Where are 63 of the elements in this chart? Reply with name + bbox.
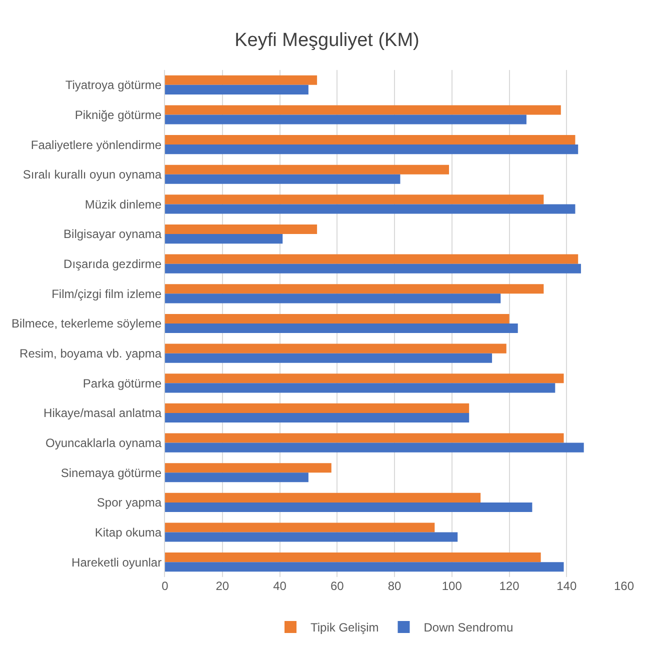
bar bbox=[165, 294, 501, 304]
bar bbox=[165, 234, 283, 244]
bar bbox=[165, 522, 435, 532]
x-tick-label: 100 bbox=[442, 579, 462, 593]
bar bbox=[165, 562, 564, 572]
bar bbox=[165, 492, 481, 502]
y-tick-label: Pikniğe götürme bbox=[74, 108, 162, 122]
bar bbox=[165, 224, 318, 234]
bar bbox=[165, 254, 578, 264]
y-tick-label: Bilmece, tekerleme söyleme bbox=[12, 316, 162, 331]
bar bbox=[165, 532, 458, 542]
bar bbox=[165, 552, 541, 562]
bar bbox=[165, 284, 544, 294]
bar bbox=[165, 194, 544, 204]
x-tick-label: 120 bbox=[499, 579, 520, 593]
x-tick-label: 0 bbox=[162, 579, 169, 593]
bar bbox=[165, 344, 506, 354]
bar bbox=[165, 114, 526, 124]
bar bbox=[165, 353, 492, 363]
x-tick-label: 40 bbox=[273, 579, 287, 593]
bar bbox=[165, 144, 578, 154]
y-tick-label: Dışarıda gezdirme bbox=[64, 257, 162, 272]
x-tick-label: 60 bbox=[330, 579, 344, 593]
bar bbox=[165, 472, 308, 482]
bar bbox=[165, 502, 532, 512]
bar bbox=[165, 105, 561, 115]
bar bbox=[165, 75, 318, 85]
bar bbox=[165, 412, 470, 423]
y-tick-label: Hikaye/masal anlatma bbox=[44, 406, 162, 420]
y-tick-label: Hareketli oyunlar bbox=[72, 555, 162, 570]
legend-label: Down Sendromu bbox=[424, 620, 514, 635]
y-tick-label: Parka götürme bbox=[82, 376, 162, 390]
bar bbox=[165, 135, 576, 145]
y-tick-label: Film/çizgi film izleme bbox=[52, 286, 162, 301]
y-tick-label: Sıralı kurallı oyun oynama bbox=[22, 168, 162, 182]
y-tick-label: Müzik dinleme bbox=[84, 197, 162, 212]
bar bbox=[165, 403, 470, 413]
x-tick-label: 160 bbox=[614, 579, 634, 593]
bar bbox=[165, 314, 510, 324]
y-tick-label: Kitap okuma bbox=[94, 525, 162, 540]
chart-title: Keyfi Meşguliyet (KM) bbox=[234, 30, 420, 51]
y-tick-label: Faaliyetlere yönlendirme bbox=[30, 138, 162, 152]
x-tick-label: 20 bbox=[216, 579, 230, 593]
bar bbox=[165, 433, 564, 443]
y-tick-label: Bilgisayar oynama bbox=[64, 227, 162, 242]
bar bbox=[165, 204, 576, 214]
bar bbox=[165, 383, 556, 393]
y-tick-label: Tiyatroya götürme bbox=[65, 78, 162, 92]
bar bbox=[165, 84, 308, 94]
bar bbox=[165, 442, 584, 452]
y-tick-label: Spor yapma bbox=[96, 496, 162, 510]
bar bbox=[165, 164, 450, 174]
y-tick-label: Oyuncaklarla oynama bbox=[46, 436, 162, 450]
y-tick-label: Sinemaya götürme bbox=[60, 466, 162, 480]
y-tick-label: Resim, boyama vb. yapma bbox=[20, 346, 162, 361]
legend-label: Tipik Gelişim bbox=[310, 620, 379, 635]
bar bbox=[165, 324, 518, 334]
bar bbox=[165, 374, 564, 384]
x-tick-label: 140 bbox=[556, 579, 577, 593]
bar bbox=[165, 463, 332, 473]
bar bbox=[165, 264, 581, 274]
x-tick-label: 80 bbox=[388, 579, 402, 593]
bar bbox=[165, 174, 400, 184]
